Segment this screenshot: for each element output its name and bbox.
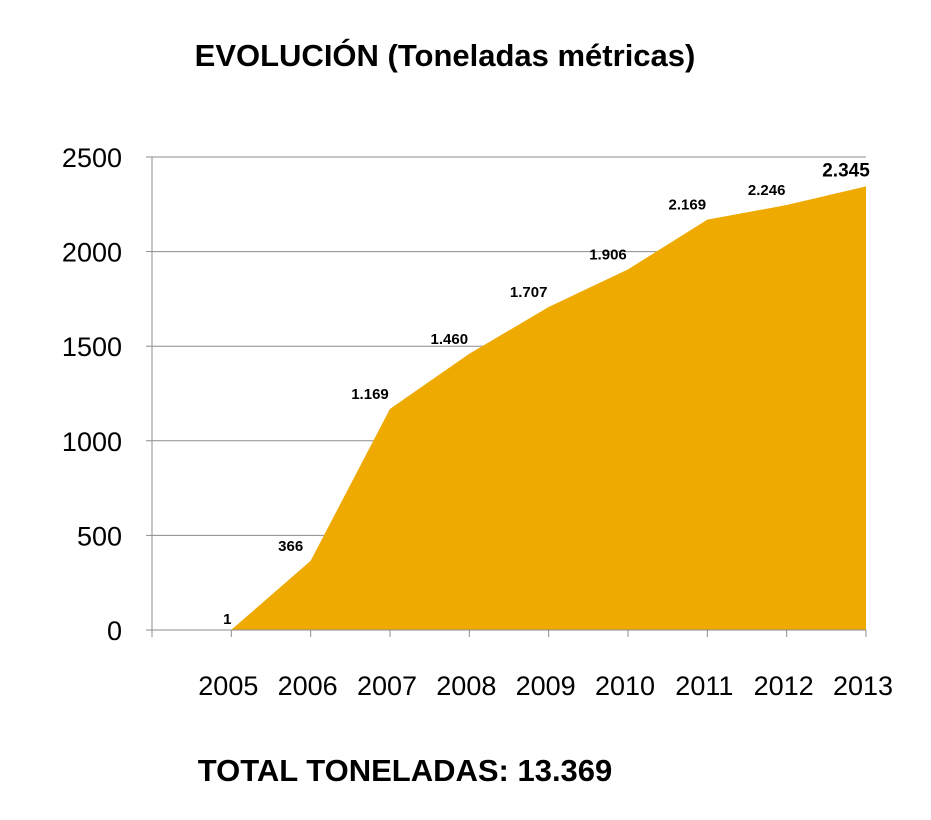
x-tick-label-2007: 2007 xyxy=(357,671,417,701)
x-tick-label-2010: 2010 xyxy=(595,671,655,701)
area-series xyxy=(231,186,867,631)
x-tick-label-2009: 2009 xyxy=(516,671,576,701)
y-tick-label-1000: 1000 xyxy=(62,427,122,457)
y-tick-label-2500: 2500 xyxy=(62,143,122,173)
x-axis-ticks: 2005 2006 2007 2008 2009 2010 2011 2012 2013 xyxy=(198,671,893,701)
data-label-2010: 1.906 xyxy=(589,246,627,263)
data-label-2005: 1 xyxy=(223,611,231,628)
x-tick-label-2006: 2006 xyxy=(278,671,338,701)
y-tick-label-2000: 2000 xyxy=(62,238,122,268)
x-tick-label-2012: 2012 xyxy=(754,671,814,701)
x-tick-label-2005: 2005 xyxy=(198,671,258,701)
plot-area xyxy=(231,186,867,631)
y-tick-label-500: 500 xyxy=(77,521,122,551)
data-label-2013: 2.345 xyxy=(822,160,870,181)
x-tick-label-2011: 2011 xyxy=(675,671,733,701)
axes xyxy=(146,156,867,637)
data-label-2011: 2.169 xyxy=(669,197,707,214)
data-label-2007: 1.169 xyxy=(351,386,389,403)
total-tonnage: TOTAL TONELADAS: 13.369 xyxy=(198,753,613,788)
x-tick-label-2008: 2008 xyxy=(436,671,496,701)
data-labels: 1 366 1.169 1.460 1.707 1.906 2.169 2.246 2.345 xyxy=(223,160,870,627)
data-label-2009: 1.707 xyxy=(510,284,548,301)
data-label-2008: 1.460 xyxy=(431,331,469,348)
x-tick-label-2013: 2013 xyxy=(833,671,893,701)
data-label-2012: 2.246 xyxy=(748,182,786,199)
y-tick-label-1500: 1500 xyxy=(62,332,122,362)
y-tick-label-0: 0 xyxy=(107,616,122,646)
data-label-2006: 366 xyxy=(278,538,303,555)
chart-title: EVOLUCIÓN (Toneladas métricas) xyxy=(195,37,696,73)
y-axis-ticks: 0 500 1000 1500 2000 2500 xyxy=(62,143,122,646)
